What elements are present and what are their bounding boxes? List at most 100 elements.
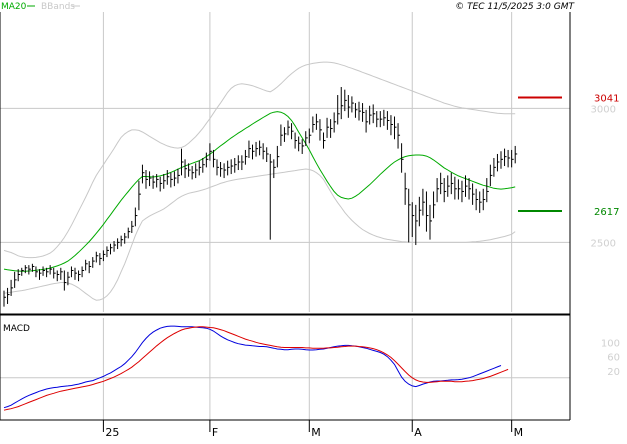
price-bar-30 xyxy=(110,243,113,255)
price-bar-54 xyxy=(195,163,198,179)
price-bar-7 xyxy=(28,265,31,275)
price-bar-31 xyxy=(113,241,117,252)
month-label-0: 25 xyxy=(105,426,119,439)
price-bar-105 xyxy=(376,111,379,128)
price-bar-26 xyxy=(95,251,99,263)
price-bar-50 xyxy=(181,148,184,176)
price-bar-91 xyxy=(326,117,330,138)
price-bar-13 xyxy=(49,265,53,275)
price-bar-141 xyxy=(504,148,507,167)
price-bar-33 xyxy=(120,235,124,247)
month-label-2: M xyxy=(311,426,321,439)
price-bar-139 xyxy=(496,153,500,172)
price-bar-64 xyxy=(230,159,234,175)
price-bar-113 xyxy=(404,172,408,205)
month-label-1: F xyxy=(212,426,218,439)
price-bar-12 xyxy=(46,267,49,278)
price-bar-131 xyxy=(468,178,472,200)
price-bar-44 xyxy=(159,176,163,192)
price-bar-51 xyxy=(184,159,188,179)
price-tick-label-0: 3000 xyxy=(591,104,616,115)
bbands-layer xyxy=(3,61,516,301)
price-bar-68 xyxy=(244,149,248,165)
price-bar-136 xyxy=(486,178,489,203)
price-bar-118 xyxy=(422,188,425,216)
price-bar-58 xyxy=(209,143,212,161)
price-bar-116 xyxy=(415,204,418,246)
price-bar-124 xyxy=(443,178,447,203)
price-bar-97 xyxy=(347,95,351,118)
price-bar-61 xyxy=(220,162,223,177)
price-bar-114 xyxy=(408,188,411,243)
price-bar-119 xyxy=(425,191,429,232)
price-bar-84 xyxy=(301,139,305,154)
price-bar-41 xyxy=(149,171,152,187)
panel-frames xyxy=(0,12,571,421)
price-bars-layer xyxy=(3,87,518,307)
price-bar-132 xyxy=(472,183,475,205)
price-bar-134 xyxy=(479,191,482,213)
price-bar-0 xyxy=(3,290,6,307)
price-bar-87 xyxy=(312,116,315,133)
macd-signal-line xyxy=(3,326,509,411)
price-bar-106 xyxy=(379,111,383,128)
macd-layer: MACD xyxy=(3,324,509,411)
price-bar-11 xyxy=(42,266,46,276)
price-bar-65 xyxy=(234,157,237,173)
price-bar-92 xyxy=(330,119,333,138)
price-bar-112 xyxy=(401,143,404,173)
price-bar-109 xyxy=(390,115,393,136)
price-bar-129 xyxy=(461,180,464,203)
price-bar-89 xyxy=(319,119,322,141)
price-bar-4 xyxy=(17,269,21,282)
macd-tick-label-1: 60 xyxy=(607,353,620,364)
price-bar-25 xyxy=(92,257,95,268)
price-bar-18 xyxy=(67,271,70,286)
price-bar-117 xyxy=(418,196,422,227)
price-bar-16 xyxy=(60,267,63,280)
price-bar-110 xyxy=(394,116,397,140)
price-bar-63 xyxy=(227,160,230,176)
price-bar-17 xyxy=(63,270,67,291)
price-bar-123 xyxy=(440,172,443,195)
price-bar-62 xyxy=(223,163,227,179)
price-tick-label-1: 2500 xyxy=(591,238,616,249)
price-bar-74 xyxy=(266,147,269,162)
price-bar-69 xyxy=(248,140,251,158)
price-bar-88 xyxy=(315,113,319,130)
price-bar-43 xyxy=(156,174,159,188)
price-bar-70 xyxy=(252,144,255,160)
price-bar-144 xyxy=(514,145,518,164)
price-bar-55 xyxy=(198,160,202,176)
ma20-line xyxy=(3,111,516,272)
price-bar-80 xyxy=(287,120,290,136)
price-bar-40 xyxy=(145,170,148,189)
price-bar-138 xyxy=(493,157,496,177)
price-bar-28 xyxy=(102,250,106,262)
price-bar-49 xyxy=(177,168,180,184)
copyright-text: © TEC 11/5/2025 3:0 GMT xyxy=(455,2,575,12)
price-bar-9 xyxy=(35,266,38,278)
price-bar-142 xyxy=(507,149,511,168)
price-bar-122 xyxy=(436,178,440,203)
price-bar-99 xyxy=(354,103,358,118)
price-bar-120 xyxy=(429,204,432,240)
price-bar-143 xyxy=(511,149,514,168)
price-bar-76 xyxy=(273,159,276,179)
price-bar-39 xyxy=(141,164,145,184)
price-bar-67 xyxy=(241,155,244,171)
price-bar-35 xyxy=(127,227,131,239)
month-label-3: A xyxy=(414,426,422,439)
macd-line xyxy=(3,325,502,409)
axis-labels-layer: 3000 2500 100 60 20 25 F M A M xyxy=(102,104,620,439)
price-bar-95 xyxy=(340,87,344,120)
price-bar-77 xyxy=(276,145,280,168)
price-bar-79 xyxy=(283,127,287,142)
price-bar-90 xyxy=(323,132,326,149)
legend-bbands: BBands xyxy=(41,2,75,12)
price-bar-23 xyxy=(85,259,88,271)
price-bar-52 xyxy=(188,163,191,177)
price-bar-32 xyxy=(117,238,120,250)
